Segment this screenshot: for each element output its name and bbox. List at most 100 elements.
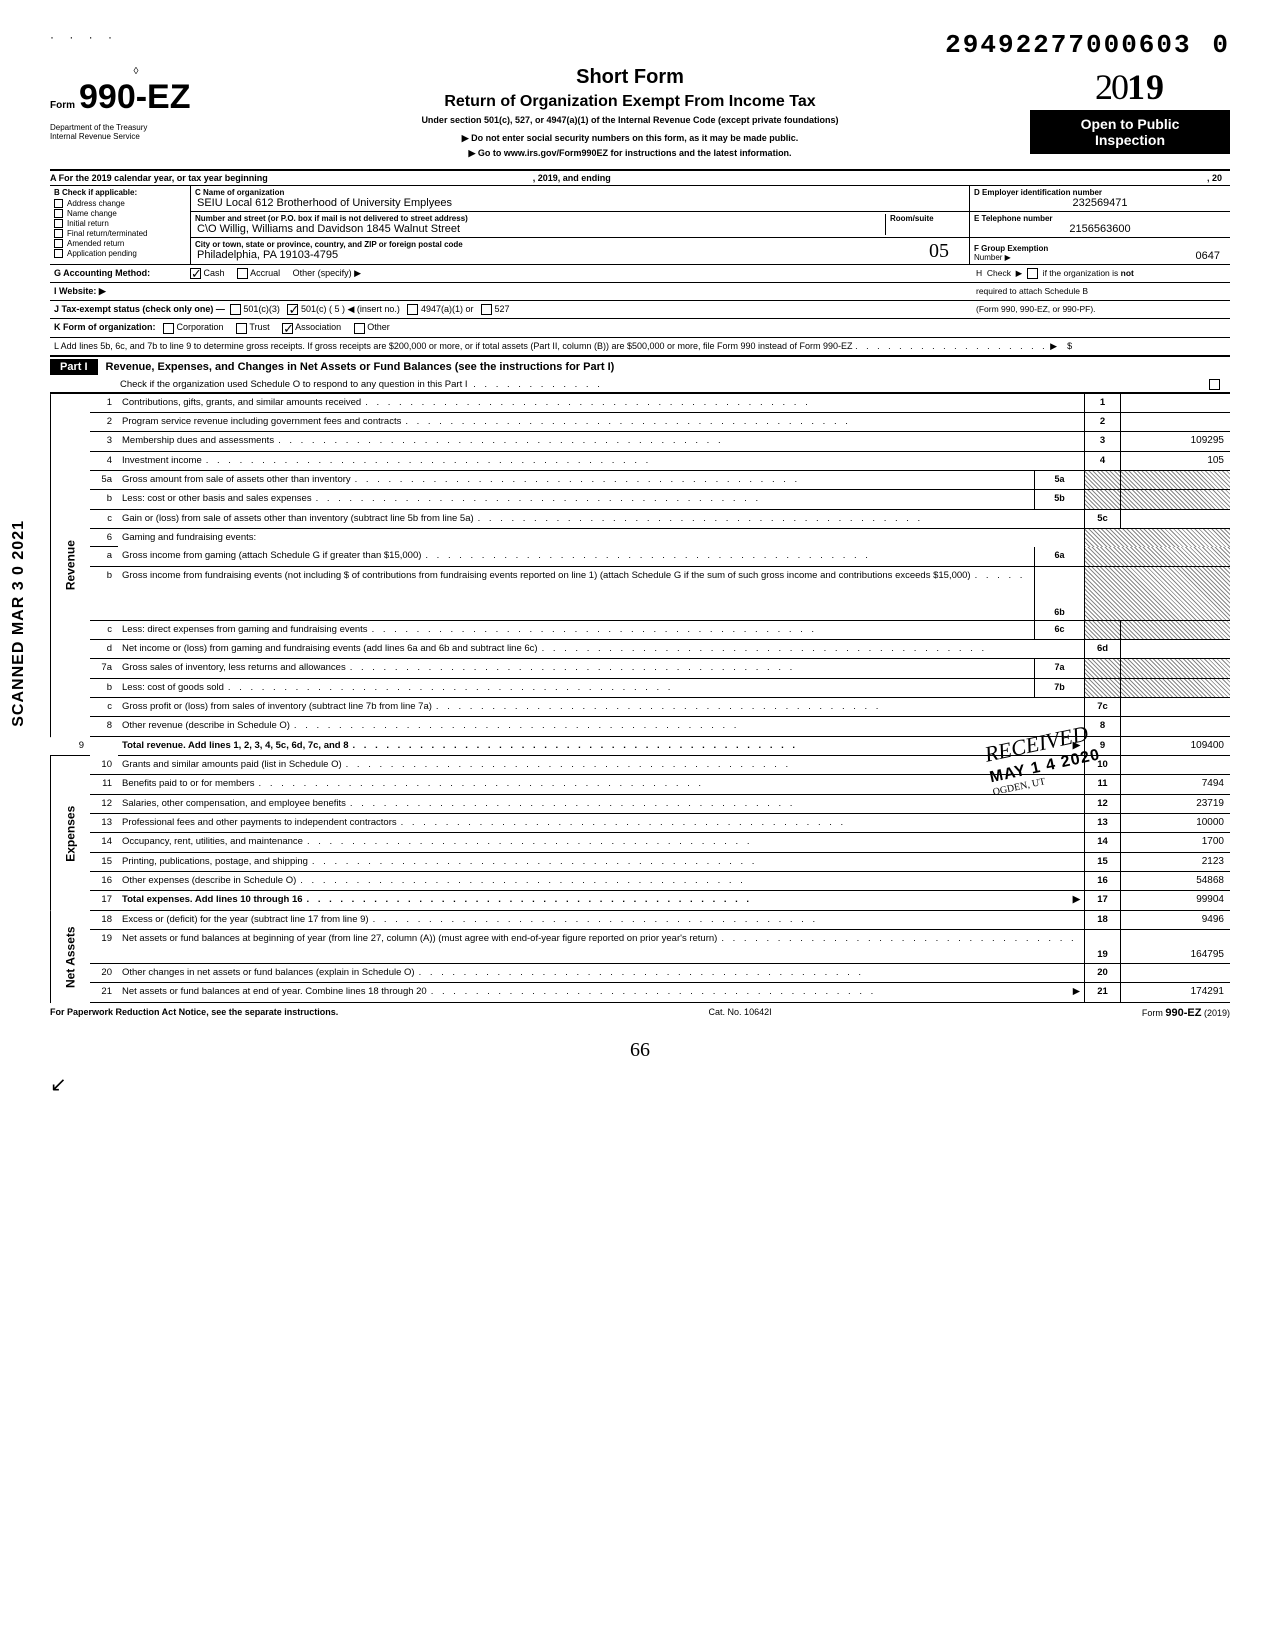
c-addr-label: Number and street (or P.O. box if mail i…: [195, 214, 885, 223]
part1-title: Revenue, Expenses, and Changes in Net As…: [106, 361, 615, 373]
handwritten-05: 05: [929, 240, 949, 263]
checkbox-icon: [54, 249, 63, 258]
return-title: Return of Organization Exempt From Incom…: [236, 93, 1024, 111]
dept-treasury: Department of the Treasury Internal Reve…: [50, 117, 222, 141]
row-i: I Website: ▶ required to attach Schedule…: [50, 283, 1230, 301]
c-name-val: SEIU Local 612 Brotherhood of University…: [195, 197, 965, 209]
other-checkbox[interactable]: [354, 323, 365, 334]
small-arrow: ◊: [50, 66, 222, 78]
corp-checkbox[interactable]: [163, 323, 174, 334]
4947-checkbox[interactable]: [407, 304, 418, 315]
line-a-left: A For the 2019 calendar year, or tax yea…: [50, 173, 970, 183]
b-initial[interactable]: Initial return: [54, 219, 186, 228]
b-amended[interactable]: Amended return: [54, 239, 186, 248]
year-prefix: 20: [1095, 67, 1127, 107]
header-right: 2019 Open to Public Inspection: [1030, 66, 1230, 169]
i-content: [190, 286, 970, 297]
col-c: C Name of organization SEIU Local 612 Br…: [190, 186, 970, 264]
goto-link: ▶ Go to www.irs.gov/Form990EZ for instru…: [236, 148, 1024, 159]
c-addr-val: C\O Willig, Williams and Davidson 1845 W…: [195, 223, 885, 235]
form-box: ◊ Form 990-EZ Department of the Treasury…: [50, 66, 230, 169]
dept-line1: Department of the Treasury: [50, 123, 222, 132]
checkbox-icon: [54, 229, 63, 238]
c-city-label: City or town, state or province, country…: [195, 240, 965, 249]
grp-label2: Number ▶: [974, 253, 1048, 262]
grp-val: 0647: [1196, 250, 1226, 262]
j-content: J Tax-exempt status (check only one) — 5…: [50, 304, 970, 315]
c-name-row: C Name of organization SEIU Local 612 Br…: [191, 186, 969, 212]
short-form-title: Short Form: [236, 66, 1024, 89]
b-final[interactable]: Final return/terminated: [54, 229, 186, 238]
checkbox-icon: [54, 209, 63, 218]
b-header: B Check if applicable:: [54, 188, 186, 197]
h-check: H Check ▶ if the organization is not: [970, 268, 1230, 279]
open-line1: Open to Public: [1038, 116, 1222, 132]
col-b: B Check if applicable: Address change Na…: [50, 186, 190, 264]
dln-wrap: 29492277000603 0: [945, 30, 1230, 60]
g-content: Cash Accrual Other (specify) ▶: [190, 268, 970, 279]
tel-val: 2156563600: [974, 223, 1226, 235]
c-city-row: City or town, state or province, country…: [191, 238, 969, 264]
dln-trail: 0: [1212, 30, 1230, 60]
checkbox-icon: [54, 199, 63, 208]
corner-marks: · · · ·: [50, 30, 118, 44]
section-bcdef: B Check if applicable: Address change Na…: [50, 186, 1230, 265]
b-name-change[interactable]: Name change: [54, 209, 186, 218]
footer-left: For Paperwork Reduction Act Notice, see …: [50, 1007, 338, 1019]
i-label: I Website: ▶: [50, 286, 190, 297]
g-label: G Accounting Method:: [50, 268, 190, 279]
c-name-label: C Name of organization: [195, 188, 965, 197]
ein-label: D Employer identification number: [974, 188, 1226, 197]
initials: ↙: [50, 1072, 1230, 1097]
b-addr-change[interactable]: Address change: [54, 199, 186, 208]
line-a-right: , 20: [970, 173, 1230, 183]
d-ein-row: D Employer identification number 2325694…: [970, 186, 1230, 212]
subtitle: Under section 501(c), 527, or 4947(a)(1)…: [236, 115, 1024, 125]
col-d: D Employer identification number 2325694…: [970, 186, 1230, 264]
open-line2: Inspection: [1038, 132, 1222, 148]
net-assets-label: Net Assets: [50, 911, 90, 1003]
line-a: A For the 2019 calendar year, or tax yea…: [50, 171, 1230, 186]
part1-header-row: Part I Revenue, Expenses, and Changes in…: [50, 357, 1230, 377]
footer-right: Form 990-EZ (2019): [1142, 1007, 1230, 1019]
grp-label: F Group Exemption: [974, 244, 1048, 253]
accrual-checkbox[interactable]: [237, 268, 248, 279]
footer: For Paperwork Reduction Act Notice, see …: [50, 1003, 1230, 1019]
room-suite: Room/suite: [885, 214, 965, 235]
l-text: L Add lines 5b, 6c, and 7b to line 9 to …: [50, 341, 1230, 352]
k-content: K Form of organization: Corporation Trus…: [50, 322, 1230, 333]
cash-checkbox[interactable]: [190, 268, 201, 279]
scanned-stamp: SCANNED MAR 3 0 2021: [10, 520, 28, 727]
schedule-o-checkbox[interactable]: [1209, 379, 1220, 390]
room-label: Room/suite: [890, 214, 965, 223]
form-number: Form 990-EZ: [50, 78, 222, 117]
h-cont2: (Form 990, 990-EZ, or 990-PF).: [970, 304, 1230, 315]
part1-check-o: Check if the organization used Schedule …: [50, 377, 1230, 393]
expenses-label: Expenses: [50, 756, 90, 911]
year-box: 2019: [1030, 66, 1230, 108]
row-k: K Form of organization: Corporation Trus…: [50, 319, 1230, 337]
c-addr-row: Number and street (or P.O. box if mail i…: [191, 212, 969, 238]
501c-checkbox[interactable]: [287, 304, 298, 315]
b-pending[interactable]: Application pending: [54, 249, 186, 258]
header-center: Short Form Return of Organization Exempt…: [230, 66, 1030, 169]
form-prefix: Form: [50, 100, 75, 111]
checkbox-icon: [54, 219, 63, 228]
trust-checkbox[interactable]: [236, 323, 247, 334]
row-g: G Accounting Method: Cash Accrual Other …: [50, 265, 1230, 283]
h-checkbox[interactable]: [1027, 268, 1038, 279]
top-row: · · · · 29492277000603 0: [50, 30, 1230, 60]
d-tel-row: E Telephone number 2156563600: [970, 212, 1230, 238]
year-suffix: 19: [1127, 67, 1165, 107]
footer-mid: Cat. No. 10642I: [709, 1007, 772, 1019]
revenue-label: Revenue: [50, 394, 90, 737]
tel-label: E Telephone number: [974, 214, 1226, 223]
page-number: 66: [50, 1039, 1230, 1062]
dln: 29492277000603: [945, 30, 1191, 60]
501c3-checkbox[interactable]: [230, 304, 241, 315]
assoc-checkbox[interactable]: [282, 323, 293, 334]
dept-line2: Internal Revenue Service: [50, 132, 222, 141]
527-checkbox[interactable]: [481, 304, 492, 315]
ssn-warning: ▶ Do not enter social security numbers o…: [236, 133, 1024, 144]
row-l: L Add lines 5b, 6c, and 7b to line 9 to …: [50, 338, 1230, 357]
